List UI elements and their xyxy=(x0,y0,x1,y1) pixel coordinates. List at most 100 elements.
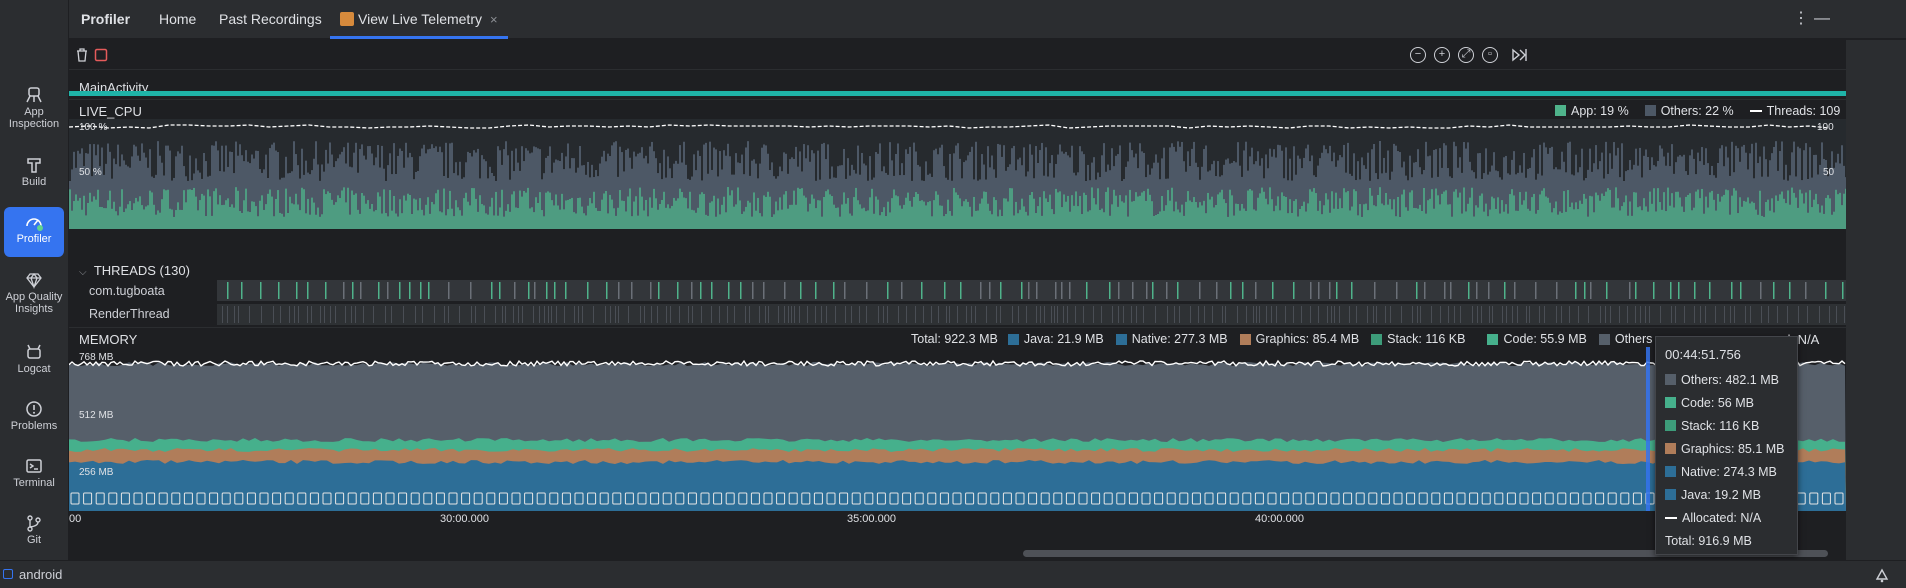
gc-event-icon[interactable] xyxy=(1191,492,1201,505)
gc-event-icon[interactable] xyxy=(1620,492,1630,505)
gc-event-icon[interactable] xyxy=(1229,492,1239,505)
go-live-icon[interactable] xyxy=(1511,47,1527,63)
gc-event-icon[interactable] xyxy=(561,492,571,505)
gc-event-icon[interactable] xyxy=(1091,492,1101,505)
gc-event-icon[interactable] xyxy=(1053,492,1063,505)
gc-event-icon[interactable] xyxy=(410,492,420,505)
sidebar-item-git[interactable]: Git xyxy=(4,508,64,558)
gc-event-icon[interactable] xyxy=(120,492,130,505)
gc-event-icon[interactable] xyxy=(461,492,471,505)
threads-header[interactable]: ⌵ THREADS (130) xyxy=(79,263,190,278)
gc-event-icon[interactable] xyxy=(650,492,660,505)
gc-event-icon[interactable] xyxy=(246,492,256,505)
gc-event-icon[interactable] xyxy=(763,492,773,505)
gc-event-icon[interactable] xyxy=(473,492,483,505)
gc-event-icon[interactable] xyxy=(624,492,634,505)
gc-event-icon[interactable] xyxy=(1065,492,1075,505)
threads-timeline[interactable] xyxy=(217,280,1846,326)
gc-event-icon[interactable] xyxy=(914,492,924,505)
gc-event-icon[interactable] xyxy=(1821,492,1831,505)
gc-event-icon[interactable] xyxy=(70,492,80,505)
gc-event-icon[interactable] xyxy=(448,492,458,505)
gc-event-icon[interactable] xyxy=(83,492,93,505)
gc-event-icon[interactable] xyxy=(1595,492,1605,505)
gc-event-icon[interactable] xyxy=(587,492,597,505)
gc-event-icon[interactable] xyxy=(360,492,370,505)
sidebar-item-build[interactable]: Build xyxy=(4,150,64,200)
gc-event-icon[interactable] xyxy=(889,492,899,505)
timeline-scrollbar[interactable] xyxy=(1023,550,1828,557)
tab-past-recordings[interactable]: Past Recordings xyxy=(219,11,322,27)
gc-event-icon[interactable] xyxy=(826,492,836,505)
gc-event-icon[interactable] xyxy=(498,492,508,505)
sidebar-item-terminal[interactable]: Terminal xyxy=(4,451,64,501)
gc-event-icon[interactable] xyxy=(1154,492,1164,505)
gc-event-icon[interactable] xyxy=(1834,492,1844,505)
stop-icon[interactable] xyxy=(93,47,109,63)
minimize-icon[interactable]: — xyxy=(1814,10,1830,27)
gc-event-icon[interactable] xyxy=(171,492,181,505)
gc-event-icon[interactable] xyxy=(1443,492,1453,505)
gc-event-icon[interactable] xyxy=(687,492,697,505)
gc-event-icon[interactable] xyxy=(1469,492,1479,505)
gc-event-icon[interactable] xyxy=(133,492,143,505)
gc-event-icon[interactable] xyxy=(1368,492,1378,505)
gc-event-icon[interactable] xyxy=(675,492,685,505)
gc-event-icon[interactable] xyxy=(776,492,786,505)
gc-event-icon[interactable] xyxy=(1128,492,1138,505)
sidebar-item-app-inspection[interactable]: App Inspection xyxy=(4,80,64,130)
gc-event-icon[interactable] xyxy=(1431,492,1441,505)
gc-event-icon[interactable] xyxy=(902,492,912,505)
cpu-graph[interactable] xyxy=(69,119,1846,229)
gc-event-icon[interactable] xyxy=(1028,492,1038,505)
gc-event-icon[interactable] xyxy=(1343,492,1353,505)
gc-event-icon[interactable] xyxy=(788,492,798,505)
gc-event-icon[interactable] xyxy=(1519,492,1529,505)
gc-event-icon[interactable] xyxy=(95,492,105,505)
reset-zoom-icon[interactable]: ⤢ xyxy=(1458,47,1474,63)
gc-event-icon[interactable] xyxy=(662,492,672,505)
gc-event-icon[interactable] xyxy=(713,492,723,505)
gc-event-icon[interactable] xyxy=(839,492,849,505)
gc-event-icon[interactable] xyxy=(1532,492,1542,505)
gc-event-icon[interactable] xyxy=(309,492,319,505)
gc-event-icon[interactable] xyxy=(272,492,282,505)
memory-graph[interactable] xyxy=(69,347,1846,511)
gc-event-icon[interactable] xyxy=(750,492,760,505)
gc-event-icon[interactable] xyxy=(1267,492,1277,505)
gc-event-icon[interactable] xyxy=(876,492,886,505)
sidebar-item-app-quality-insights[interactable]: App Quality Insights xyxy=(4,265,64,315)
gc-event-icon[interactable] xyxy=(1166,492,1176,505)
gc-event-icon[interactable] xyxy=(385,492,395,505)
gc-event-icon[interactable] xyxy=(1582,492,1592,505)
gc-event-icon[interactable] xyxy=(536,492,546,505)
gc-event-icon[interactable] xyxy=(486,492,496,505)
gc-event-icon[interactable] xyxy=(977,492,987,505)
sidebar-item-profiler[interactable]: Profiler xyxy=(4,207,64,257)
gc-event-icon[interactable] xyxy=(1078,492,1088,505)
gc-event-icon[interactable] xyxy=(864,492,874,505)
gc-event-icon[interactable] xyxy=(1305,492,1315,505)
gc-event-icon[interactable] xyxy=(1506,492,1516,505)
gc-event-icon[interactable] xyxy=(1632,492,1642,505)
gc-event-icon[interactable] xyxy=(637,492,647,505)
gc-event-icon[interactable] xyxy=(1569,492,1579,505)
gc-event-icon[interactable] xyxy=(322,492,332,505)
gc-event-icon[interactable] xyxy=(1179,492,1189,505)
gc-event-icon[interactable] xyxy=(221,492,231,505)
gc-event-icon[interactable] xyxy=(1015,492,1025,505)
gc-event-icon[interactable] xyxy=(1217,492,1227,505)
gc-event-icon[interactable] xyxy=(1607,492,1617,505)
gc-event-icon[interactable] xyxy=(599,492,609,505)
gc-event-icon[interactable] xyxy=(234,492,244,505)
gc-event-icon[interactable] xyxy=(1116,492,1126,505)
gc-event-icon[interactable] xyxy=(1557,492,1567,505)
gc-event-icon[interactable] xyxy=(423,492,433,505)
gc-event-icon[interactable] xyxy=(1418,492,1428,505)
gc-event-icon[interactable] xyxy=(435,492,445,505)
tab-view-live-telemetry[interactable]: View Live Telemetry × xyxy=(330,0,508,39)
more-options-icon[interactable]: ⋮ xyxy=(1793,10,1809,27)
gc-event-icon[interactable] xyxy=(1809,492,1819,505)
gc-event-icon[interactable] xyxy=(108,492,118,505)
notifications-icon[interactable] xyxy=(1874,567,1890,583)
